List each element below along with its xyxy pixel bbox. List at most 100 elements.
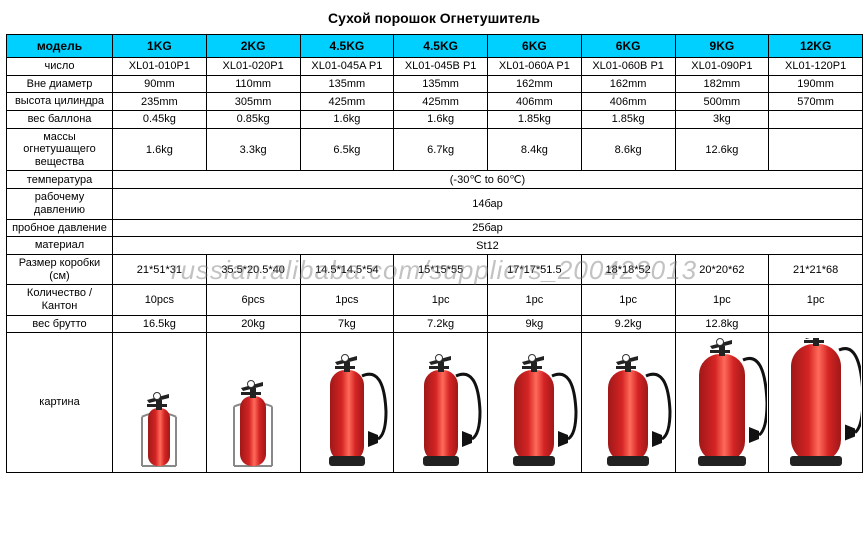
image-row: картина [7,333,863,473]
cell: 182mm [675,75,769,93]
cell: 305mm [206,93,300,111]
cell [769,128,863,171]
cell: 21*21*68 [769,255,863,285]
extinguisher-image [582,338,675,468]
cell: 20kg [206,315,300,333]
page-title: Сухой порошок Огнетушитель [6,6,862,34]
table-row: пробное давление 25бар [7,219,863,237]
cell: XL01-045A P1 [300,58,394,76]
ext-cell [581,333,675,473]
row-label: Вне диаметр [7,75,113,93]
header-row: модель 1KG 2KG 4.5KG 4.5KG 6KG 6KG 9KG 1… [7,35,863,58]
cell: 90mm [113,75,207,93]
cell: 3.3kg [206,128,300,171]
cell: 190mm [769,75,863,93]
cell: 6pcs [206,285,300,315]
cell: 10pcs [113,285,207,315]
row-label: картина [7,333,113,473]
header-cell: 1KG [113,35,207,58]
extinguisher-image [769,338,862,468]
row-label: вес брутто [7,315,113,333]
row-label: число [7,58,113,76]
header-cell: 6KG [488,35,582,58]
cell: 35.5*20.5*40 [206,255,300,285]
ext-cell [675,333,769,473]
cell: 1pc [394,285,488,315]
cell: 21*51*31 [113,255,207,285]
cell: 9kg [488,315,582,333]
cell: 0.85kg [206,110,300,128]
table-row: рабочему давлению 14бар [7,189,863,219]
cell: 6.5kg [300,128,394,171]
cell: 1pc [581,285,675,315]
header-cell: 6KG [581,35,675,58]
row-label: температура [7,171,113,189]
cell: 135mm [300,75,394,93]
cell: 8.6kg [581,128,675,171]
cell: 3kg [675,110,769,128]
cell: 1pc [675,285,769,315]
cell-span: (-30℃ to 60℃) [113,171,863,189]
cell: 0.45kg [113,110,207,128]
table-row: вес брутто 16.5kg 20kg 7kg 7.2kg 9kg 9.2… [7,315,863,333]
extinguisher-image [113,338,206,468]
cell: 162mm [581,75,675,93]
ext-cell [113,333,207,473]
cell: 1pc [769,285,863,315]
table-row: массы огнетушащего вещества 1.6kg 3.3kg … [7,128,863,171]
cell: 135mm [394,75,488,93]
cell: 1.85kg [488,110,582,128]
cell-span: 25бар [113,219,863,237]
cell: 235mm [113,93,207,111]
cell: 1.6kg [300,110,394,128]
extinguisher-image [394,338,487,468]
cell: 9.2kg [581,315,675,333]
extinguisher-image [488,338,581,468]
cell: 20*20*62 [675,255,769,285]
cell: XL01-090P1 [675,58,769,76]
cell: XL01-010P1 [113,58,207,76]
cell: XL01-060A P1 [488,58,582,76]
cell: 7.2kg [394,315,488,333]
cell: 425mm [394,93,488,111]
cell: 17*17*51.5 [488,255,582,285]
cell: 16.5kg [113,315,207,333]
cell: 8.4kg [488,128,582,171]
row-label: рабочему давлению [7,189,113,219]
cell: 1.6kg [394,110,488,128]
cell: 570mm [769,93,863,111]
cell [769,315,863,333]
ext-cell [769,333,863,473]
row-label: вес баллона [7,110,113,128]
cell: XL01-020P1 [206,58,300,76]
row-label: материал [7,237,113,255]
header-cell: 4.5KG [300,35,394,58]
cell: XL01-045B P1 [394,58,488,76]
cell: 406mm [488,93,582,111]
spec-table: модель 1KG 2KG 4.5KG 4.5KG 6KG 6KG 9KG 1… [6,34,863,473]
table-row: высота цилиндра 235mm 305mm 425mm 425mm … [7,93,863,111]
extinguisher-image [676,338,769,468]
table-row: температура (-30℃ to 60℃) [7,171,863,189]
table-row: Количество / Кантон 10pcs 6pcs 1pcs 1pc … [7,285,863,315]
row-label: пробное давление [7,219,113,237]
cell: 1.85kg [581,110,675,128]
cell: 110mm [206,75,300,93]
cell: 406mm [581,93,675,111]
cell: 1pcs [300,285,394,315]
cell: 14.5*14.5*54 [300,255,394,285]
cell: 1.6kg [113,128,207,171]
cell-span: 14бар [113,189,863,219]
cell: 1pc [488,285,582,315]
row-label: Количество / Кантон [7,285,113,315]
table-row: материал St12 [7,237,863,255]
ext-cell [300,333,394,473]
extinguisher-image [207,338,300,468]
cell: 6.7kg [394,128,488,171]
header-cell: 2KG [206,35,300,58]
header-cell: 4.5KG [394,35,488,58]
cell: XL01-120P1 [769,58,863,76]
extinguisher-image [301,338,394,468]
cell [769,110,863,128]
cell: 18*18*52 [581,255,675,285]
